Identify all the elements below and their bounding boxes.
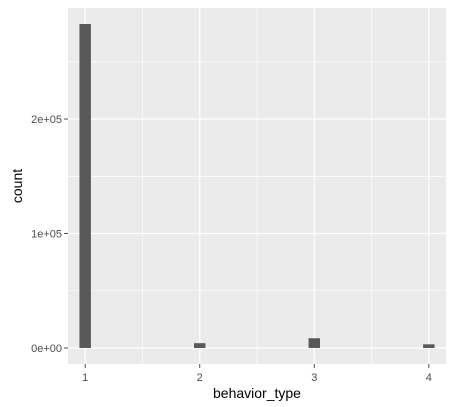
y-axis-title: count [9, 169, 25, 203]
bar-3 [308, 338, 320, 348]
x-tick-label: 1 [82, 372, 88, 384]
bar-2 [194, 343, 206, 348]
x-tick-label: 4 [426, 372, 432, 384]
x-axis-title: behavior_type [213, 385, 301, 401]
axis-ticks [64, 118, 430, 368]
x-tick-label: 2 [197, 372, 203, 384]
y-tick-label: 2e+05 [31, 114, 62, 126]
bar-1 [79, 24, 91, 348]
bars [79, 24, 435, 348]
y-tick-label: 1e+05 [31, 229, 62, 241]
tick-labels: 1 2 3 4 0e+00 1e+05 2e+05 [31, 114, 432, 384]
bar-4 [423, 344, 435, 348]
x-tick-label: 3 [311, 372, 317, 384]
y-tick-label: 0e+00 [31, 343, 62, 355]
minor-gridlines [68, 8, 446, 364]
